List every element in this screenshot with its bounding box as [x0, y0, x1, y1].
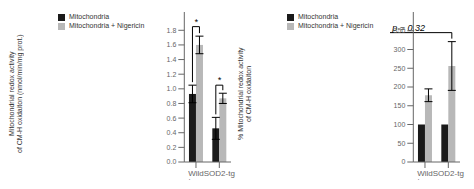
svg-text:0.4: 0.4	[167, 129, 177, 136]
svg-text:Wildtype: Wildtype	[188, 169, 204, 180]
svg-text:SOD2-tg: SOD2-tg	[433, 169, 464, 178]
svg-text:0.8: 0.8	[167, 100, 177, 107]
svg-text:1.2: 1.2	[167, 71, 177, 78]
html-text:Mitochondria: Mitochondria	[69, 13, 110, 20]
svg-text:1.4: 1.4	[167, 56, 177, 63]
svg-text:250: 250	[394, 65, 406, 72]
svg-text:350: 350	[394, 27, 406, 34]
svg-text:*: *	[194, 17, 198, 27]
svg-text:0.0: 0.0	[167, 158, 177, 165]
html-text:Mitochondria + Nigericin: Mitochondria + Nigericin	[69, 22, 145, 29]
svg-text:0: 0	[401, 158, 405, 165]
svg-text:150: 150	[394, 102, 406, 109]
html-text:% Mitochondrial redox activity: % Mitochondrial redox activity of CM-H o…	[237, 47, 252, 141]
svg-text:SOD2-tg: SOD2-tg	[204, 169, 235, 178]
svg-text:*: *	[218, 75, 222, 85]
svg-text:50: 50	[398, 140, 406, 147]
html-text:Mitochondria + Nigericin: Mitochondria + Nigericin	[298, 22, 374, 29]
svg-text:Wildtype: Wildtype	[417, 169, 433, 180]
svg-text:0.6: 0.6	[167, 115, 177, 122]
svg-text:300: 300	[394, 46, 406, 53]
svg-text:1.6: 1.6	[167, 41, 177, 48]
svg-text:200: 200	[394, 83, 406, 90]
svg-text:p = 0.32: p = 0.32	[392, 22, 425, 33]
html-text:Mitochondrial redox activity o: Mitochondrial redox activity of CM-H oxi…	[8, 34, 23, 154]
svg-text:100: 100	[394, 121, 406, 128]
svg-text:0.2: 0.2	[167, 144, 177, 151]
svg-text:1.8: 1.8	[167, 27, 177, 34]
svg-text:1.0: 1.0	[167, 85, 177, 92]
html-text:Mitochondria: Mitochondria	[298, 13, 339, 20]
